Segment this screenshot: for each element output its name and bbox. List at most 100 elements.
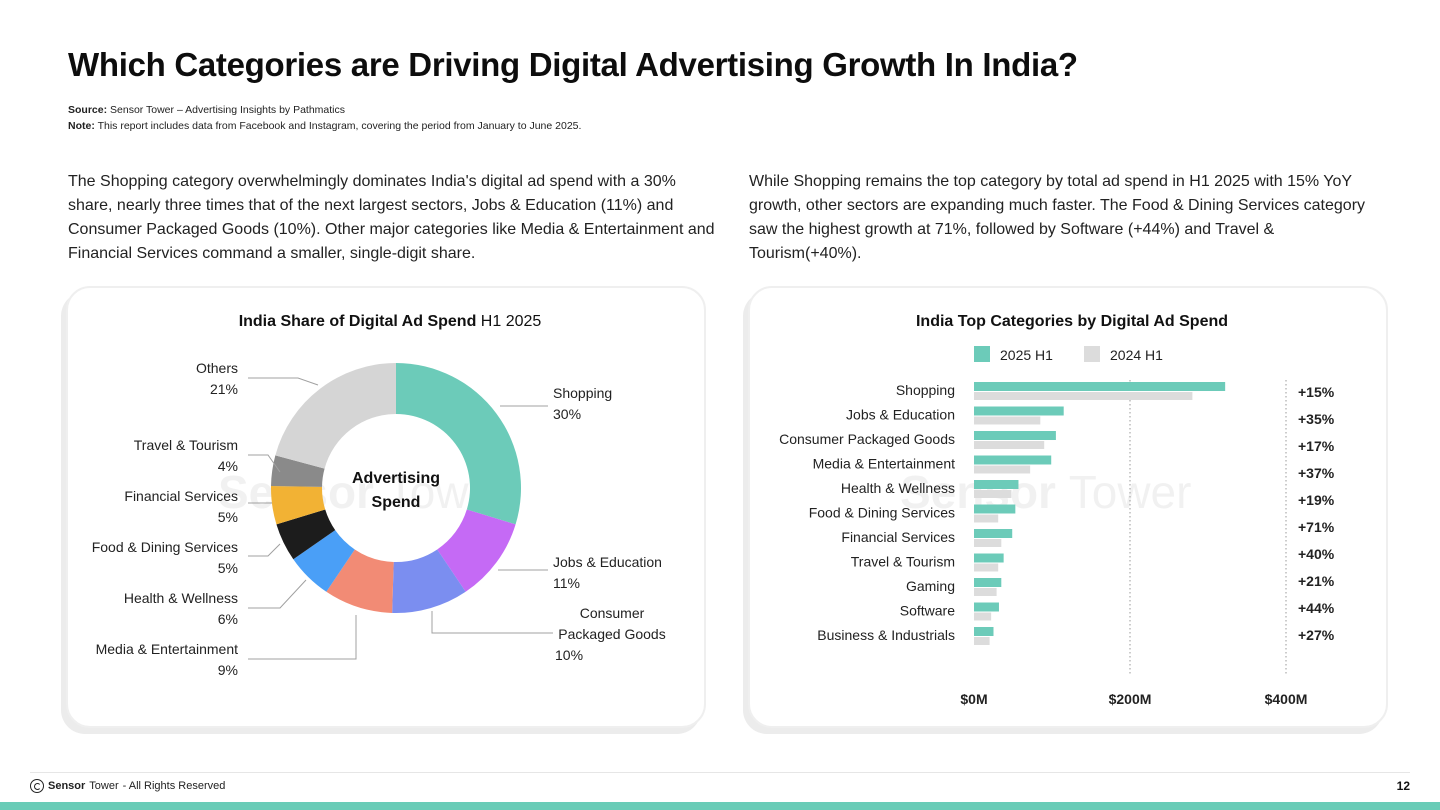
bar-2025-consumer-packaged-goods — [974, 431, 1056, 440]
source-text: Sensor Tower – Advertising Insights by P… — [110, 104, 346, 116]
note-text: This report includes data from Facebook … — [97, 120, 582, 132]
slice-travel-and-tourism — [271, 455, 325, 487]
spend-chart-card: Sensor Tower India Top Categories by Dig… — [748, 286, 1388, 728]
bar-2024-software — [974, 612, 992, 621]
growth-label: +40% — [1298, 546, 1335, 562]
donut-labels: Shopping 30% Jobs & Education 11%Consumer Pa… — [92, 360, 666, 678]
growth-description: While Shopping remains the top category … — [749, 173, 1366, 262]
bar-2025-gaming — [974, 578, 1002, 587]
bar-2025-travel-and-tourism — [974, 553, 1004, 563]
slice-value-shopping: 30% — [553, 406, 581, 422]
x-tick-label: $0M — [960, 691, 987, 707]
leader-line-food-and-dining-services — [248, 543, 281, 557]
category-label-jobs-and-education: Jobs & Education — [846, 407, 955, 423]
slice-value-consumer-packaged-goods: 10% — [555, 647, 583, 663]
slice-label-media-and-entertainment: Media & Entertainment — [96, 641, 239, 657]
bar-2024-financial-services — [974, 539, 1002, 547]
category-label-media-and-entertainment: Media & Entertainment — [813, 456, 956, 472]
slice-financial-services — [271, 486, 326, 525]
footer: Sensor Tower - All Rights Reserved — [30, 779, 225, 793]
slice-value-others: 21% — [210, 381, 238, 397]
category-label-shopping: Shopping — [896, 382, 955, 398]
legend-swatch-2024 — [1084, 346, 1100, 362]
category-label-business-and-industrials: Business & Industrials — [817, 627, 955, 643]
category-labels: Shopping Jobs & Education Consumer Package… — [779, 382, 955, 643]
footer-brand-b: Tower — [89, 780, 119, 792]
slice-label-consumer-packaged-goods: Consumer — [580, 605, 645, 621]
footer-brand-a: Sensor — [48, 780, 86, 792]
category-label-consumer-packaged-goods: Consumer Packaged Goods — [779, 431, 955, 447]
growth-label: +27% — [1298, 627, 1335, 643]
category-label-food-and-dining-services: Food & Dining Services — [809, 505, 955, 521]
growth-label: +17% — [1298, 438, 1335, 454]
bar-marks — [974, 382, 1226, 645]
bar-2025-shopping — [974, 382, 1226, 391]
category-label-financial-services: Financial Services — [841, 529, 955, 545]
growth-label: +15% — [1298, 384, 1335, 400]
slice-value-jobs-and-education: 11% — [553, 575, 580, 591]
legend-label-2024: 2024 H1 — [1110, 347, 1163, 363]
footer-divider — [30, 772, 1410, 773]
slice-value-travel-and-tourism: 4% — [218, 458, 238, 474]
slice-jobs-and-education — [437, 509, 516, 592]
x-tick-label: $200M — [1109, 691, 1152, 707]
share-chart-card: Sensor Tower India Share of Digital Ad S… — [66, 286, 706, 728]
spend-bar-chart: Sensor Tower India Top Categories by Dig… — [779, 313, 1335, 707]
growth-label: +19% — [1298, 492, 1335, 508]
slice-value-media-and-entertainment: 9% — [218, 662, 238, 678]
legend-swatch-2025 — [974, 346, 990, 362]
slice-label-jobs-and-education: Jobs & Education — [553, 554, 662, 570]
growth-label: +21% — [1298, 573, 1335, 589]
bar-2024-food-and-dining-services — [974, 514, 999, 523]
category-label-gaming: Gaming — [906, 578, 955, 594]
bar-2025-business-and-industrials — [974, 627, 994, 636]
bar-2024-consumer-packaged-goods — [974, 441, 1045, 449]
category-label-travel-and-tourism: Travel & Tourism — [851, 554, 955, 570]
slice-value-health-and-wellness: 6% — [218, 611, 238, 627]
slice-label-shopping: Shopping — [553, 385, 612, 401]
note-label: Note: — [68, 120, 95, 132]
legend: 2025 H1 2024 H1 — [974, 346, 1163, 363]
bar-2025-financial-services — [974, 529, 1013, 538]
x-axis-ticks: $0M $200M $400M — [960, 691, 1307, 707]
share-donut-chart: Sensor Tower India Share of Digital Ad S… — [92, 313, 666, 678]
leader-line-others — [248, 377, 319, 386]
bottom-accent-bar — [0, 802, 1440, 810]
bar-2024-jobs-and-education — [974, 416, 1041, 425]
leader-line-health-and-wellness — [248, 579, 307, 609]
category-label-software: Software — [900, 603, 955, 619]
slice-value-financial-services: 5% — [218, 509, 238, 525]
bar-2025-software — [974, 602, 999, 612]
slice-label-consumer-packaged-goods: Packaged Goods — [558, 626, 665, 642]
slice-label-food-and-dining-services: Food & Dining Services — [92, 539, 238, 555]
footer-rights: - All Rights Reserved — [122, 780, 226, 792]
bar-2024-shopping — [974, 392, 1193, 400]
slice-health-and-wellness — [293, 530, 355, 592]
donut-center-label-2: Spend — [372, 494, 421, 511]
source-note: Source: Sensor Tower – Advertising Insig… — [68, 102, 581, 134]
growth-label: +35% — [1298, 411, 1335, 427]
bar-2025-health-and-wellness — [974, 480, 1019, 489]
legend-label-2025: 2025 H1 — [1000, 347, 1053, 363]
growth-labels: +15% +35% +17% +37% +19% +71% +40% +21% +44% +27% — [1298, 384, 1335, 643]
spend-chart-title: India Top Categories by Digital Ad Spend — [916, 313, 1228, 330]
bar-2025-media-and-entertainment — [974, 455, 1052, 465]
slice-value-food-and-dining-services: 5% — [218, 560, 238, 576]
share-description: The Shopping category overwhelmingly dom… — [68, 173, 715, 262]
slice-label-others: Others — [196, 360, 238, 376]
slice-label-health-and-wellness: Health & Wellness — [124, 590, 238, 606]
bar-2024-gaming — [974, 588, 997, 596]
category-label-health-and-wellness: Health & Wellness — [841, 480, 955, 496]
leader-line-media-and-entertainment — [248, 615, 357, 660]
slice-shopping — [396, 363, 521, 525]
growth-label: +44% — [1298, 600, 1335, 616]
leader-line-travel-and-tourism — [248, 454, 281, 473]
slice-media-and-entertainment — [326, 549, 394, 613]
bar-2024-media-and-entertainment — [974, 465, 1031, 474]
leader-line-consumer-packaged-goods — [431, 611, 553, 634]
sensor-tower-logo-icon — [30, 779, 44, 793]
bar-2025-jobs-and-education — [974, 406, 1064, 416]
slice-others — [275, 363, 396, 469]
source-label: Source: — [68, 104, 108, 116]
bar-2025-food-and-dining-services — [974, 504, 1016, 514]
